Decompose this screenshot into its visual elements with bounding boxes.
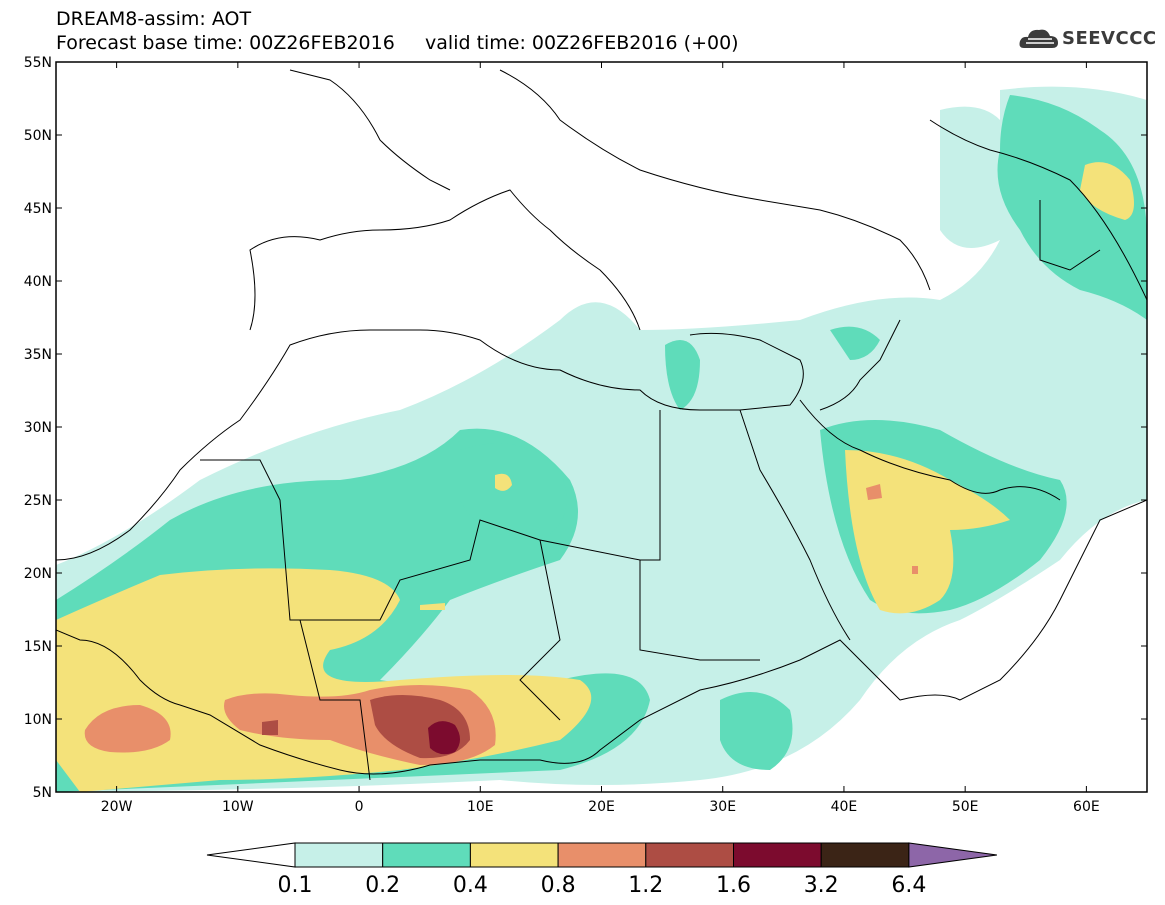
lon-label: 40E (831, 799, 858, 815)
colorbar-label: 0.8 (541, 873, 576, 898)
lon-label: 10W (222, 799, 254, 815)
lat-label: 30N (24, 420, 52, 436)
lat-label: 5N (33, 785, 52, 801)
lon-label: 10E (467, 799, 494, 815)
colorbar-label: 1.2 (628, 873, 663, 898)
cloud-icon (1019, 29, 1058, 48)
lat-label: 55N (24, 55, 52, 71)
colorbar-bin (645, 842, 734, 868)
colorbar-bin (469, 842, 559, 868)
map-title: DREAM8-assim: AOT (56, 8, 252, 30)
longitude-axis: 20W 10W 0 10E 20E 30E 40E 50E 60E (101, 62, 1100, 815)
lon-label: 30E (709, 799, 736, 815)
lat-label: 10N (24, 712, 52, 728)
colorbar-bin (294, 842, 384, 868)
lat-label: 35N (24, 347, 52, 363)
lat-label: 45N (24, 201, 52, 217)
colorbar-bin (382, 842, 471, 868)
logo-text: SEEVCCC (1062, 28, 1157, 49)
lon-label: 60E (1073, 799, 1100, 815)
colorbar-label: 1.6 (716, 873, 751, 898)
colorbar-bin (820, 842, 910, 868)
colorbar-label: 0.4 (453, 873, 488, 898)
colorbar-label: 6.4 (891, 873, 926, 898)
colorbar: 0.1 0.2 0.4 0.8 1.2 1.6 3.2 6.4 (206, 842, 997, 898)
forecast-time: Forecast base time: 00Z26FEB2016 valid t… (56, 32, 739, 54)
colorbar-label: 0.2 (365, 873, 400, 898)
colorbar-under-triangle (206, 842, 296, 868)
colorbar-label: 0.1 (278, 873, 313, 898)
colorbar-label: 3.2 (804, 873, 839, 898)
colorbar-bin (733, 842, 822, 868)
latitude-axis: 55N 50N 45N 40N 35N 30N 25N 20N 15N 10N 5N (24, 55, 1147, 801)
colorbar-bin (557, 842, 647, 868)
lon-label: 0 (355, 799, 364, 815)
lat-label: 25N (24, 493, 52, 509)
seevccc-logo: SEEVCCC (1018, 24, 1158, 54)
lat-label: 50N (24, 128, 52, 144)
lon-label: 50E (952, 799, 979, 815)
lon-label: 20E (588, 799, 615, 815)
lat-label: 40N (24, 274, 52, 290)
aot-shading (56, 86, 1147, 792)
lat-label: 15N (24, 639, 52, 655)
coastlines (56, 69, 1147, 781)
lat-label: 20N (24, 566, 52, 582)
lon-label: 20W (101, 799, 133, 815)
colorbar-over-triangle (908, 842, 997, 868)
